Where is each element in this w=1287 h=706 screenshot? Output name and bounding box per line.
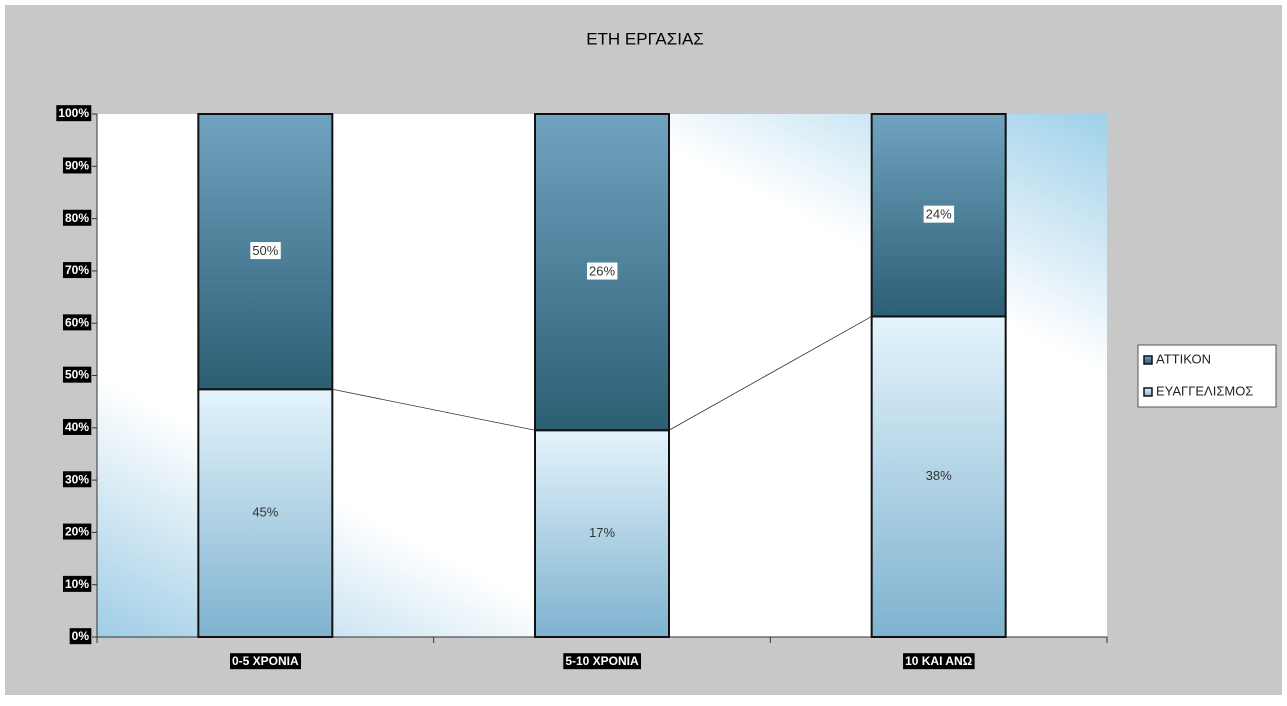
y-tick-label: 50% bbox=[65, 368, 89, 382]
data-label: 17% bbox=[589, 525, 615, 540]
bar-segment bbox=[870, 315, 1007, 638]
label-box bbox=[903, 653, 975, 670]
y-tick-label: 70% bbox=[65, 263, 89, 277]
bar-segment bbox=[534, 429, 670, 638]
y-tick-label: 90% bbox=[65, 158, 89, 172]
label-box bbox=[62, 314, 92, 331]
label-box bbox=[62, 471, 92, 488]
legend-swatch bbox=[1143, 387, 1153, 397]
label-box bbox=[923, 205, 955, 223]
legend bbox=[1137, 344, 1277, 408]
label-box bbox=[62, 262, 92, 279]
y-tick-label: 100% bbox=[58, 106, 89, 120]
label-box bbox=[56, 105, 92, 122]
x-tick-label: 0-5 ΧΡΟΝΙΑ bbox=[232, 654, 299, 668]
y-tick-label: 80% bbox=[65, 211, 89, 225]
data-label: 50% bbox=[252, 243, 278, 258]
y-tick-label: 40% bbox=[65, 420, 89, 434]
label-box bbox=[563, 653, 642, 670]
label-box bbox=[62, 366, 92, 383]
label-box bbox=[62, 523, 92, 540]
label-box bbox=[62, 157, 92, 174]
data-label: 24% bbox=[926, 207, 952, 222]
label-box bbox=[62, 418, 92, 435]
y-tick-label: 20% bbox=[65, 525, 89, 539]
bar-segment bbox=[197, 388, 334, 638]
label-box bbox=[62, 209, 92, 226]
x-tick-label: 5-10 ΧΡΟΝΙΑ bbox=[565, 654, 639, 668]
y-tick-label: 10% bbox=[65, 577, 89, 591]
series-line bbox=[668, 316, 872, 431]
chart-title: ΕΤΗ ΕΡΓΑΣΙΑΣ bbox=[586, 29, 704, 48]
label-box bbox=[229, 653, 302, 670]
y-tick-label: 30% bbox=[65, 472, 89, 486]
data-label: 45% bbox=[252, 505, 278, 520]
legend-label: ΑΤΤΙΚΟΝ bbox=[1156, 351, 1211, 366]
legend-swatch bbox=[1143, 355, 1153, 365]
legend-label: ΕΥΑΓΓΕΛΙΣΜΟΣ bbox=[1156, 383, 1253, 398]
data-label: 26% bbox=[589, 264, 615, 279]
y-tick-label: 60% bbox=[65, 315, 89, 329]
label-box bbox=[69, 628, 92, 645]
y-tick-label: 0% bbox=[72, 629, 90, 643]
data-label: 38% bbox=[926, 468, 952, 483]
series-line bbox=[332, 388, 536, 431]
label-box bbox=[62, 575, 92, 592]
label-box bbox=[250, 242, 281, 260]
x-tick-label: 10 ΚΑΙ ΑΝΩ bbox=[905, 654, 973, 668]
label-box bbox=[586, 262, 618, 280]
